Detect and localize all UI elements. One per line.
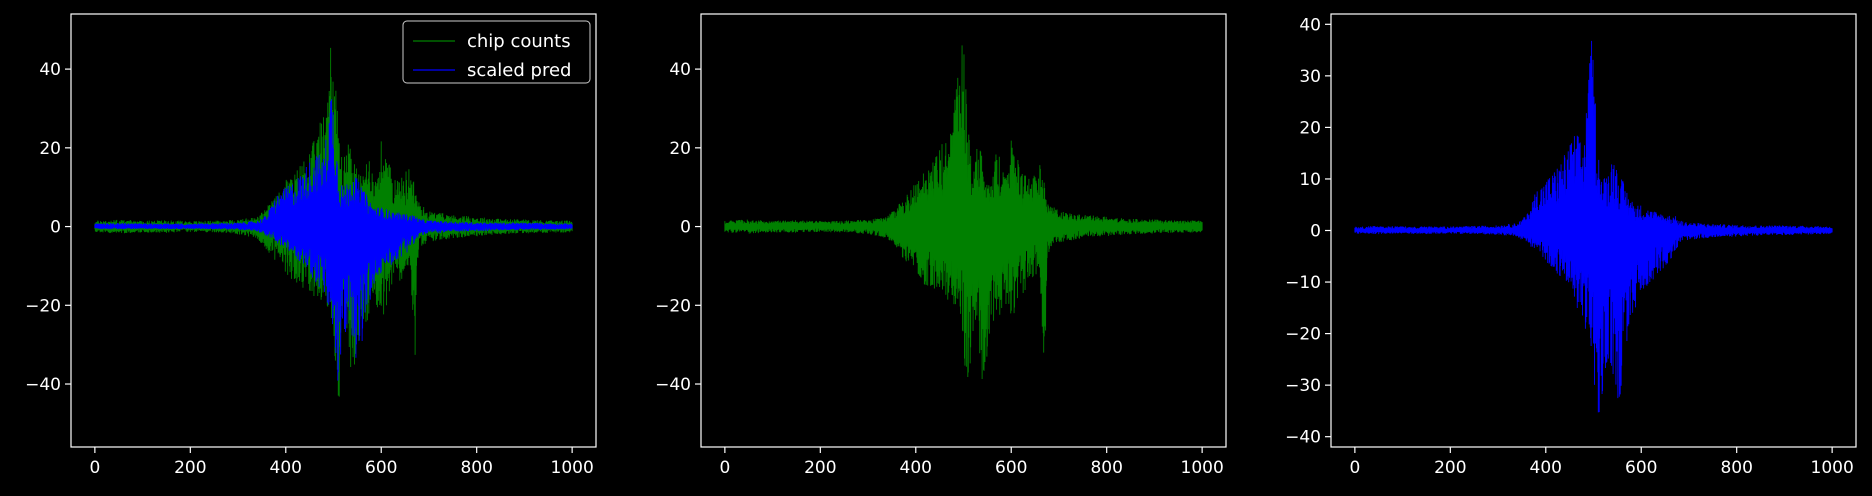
y-tick-label: 0 <box>1310 222 1321 242</box>
x-tick-label: 400 <box>270 458 302 478</box>
x-tick-label: 1000 <box>551 458 594 478</box>
x-tick-label: 600 <box>365 458 397 478</box>
y-tick-label: 40 <box>1299 15 1321 35</box>
y-tick-label: −10 <box>1285 273 1321 293</box>
x-tick-label: 800 <box>1090 458 1122 478</box>
x-tick-label: 1000 <box>1181 458 1224 478</box>
y-tick-label: −20 <box>1285 325 1321 345</box>
y-tick-label: 20 <box>669 139 691 159</box>
y-tick-label: 10 <box>1299 170 1321 190</box>
series-line-scaled-pred <box>94 99 573 381</box>
chart-1: 0 200 400 600 800 1000 −40 −20 0 20 40 chip counts s… <box>25 13 597 478</box>
x-tick-label: 400 <box>900 458 932 478</box>
y-tick-label: 0 <box>50 218 61 238</box>
x-tick-label: 200 <box>1434 458 1466 478</box>
x-tick-label: 400 <box>1530 458 1562 478</box>
series-line-1 <box>724 45 1203 379</box>
y-tick-label: −30 <box>1285 376 1321 396</box>
y-tick-label: 20 <box>1299 118 1321 138</box>
legend-label: chip counts <box>467 31 571 52</box>
y-tick-label: −40 <box>1285 428 1321 448</box>
y-tick-label: −40 <box>25 375 61 395</box>
legend: chip counts scaled pred <box>402 20 591 84</box>
y-tick-label: 40 <box>39 60 61 80</box>
chart-3: 0 200 400 600 800 1000 −40 −30 −20 −10 0 10 20 30 40 <box>1285 13 1857 478</box>
x-tick-label: 800 <box>460 458 492 478</box>
x-tick-label: 0 <box>89 458 100 478</box>
axes-frame <box>700 13 1227 448</box>
y-tick-label: 0 <box>680 218 691 238</box>
y-tick-label: −40 <box>655 375 691 395</box>
x-tick-label: 800 <box>1720 458 1752 478</box>
x-tick-label: 1000 <box>1811 458 1854 478</box>
x-tick-label: 0 <box>1349 458 1360 478</box>
y-tick-label: 20 <box>39 139 61 159</box>
legend-label: scaled pred <box>467 60 571 81</box>
legend-box <box>402 20 591 84</box>
axes-frame <box>70 13 597 448</box>
x-tick-label: 200 <box>174 458 206 478</box>
y-tick-label: 40 <box>669 60 691 80</box>
x-tick-label: 200 <box>804 458 836 478</box>
y-tick-label: −20 <box>25 296 61 316</box>
chart-2: 0 200 400 600 800 1000 −40 −20 0 20 40 <box>655 13 1227 478</box>
x-tick-label: 600 <box>1625 458 1657 478</box>
x-tick-label: 0 <box>719 458 730 478</box>
x-tick-label: 600 <box>995 458 1027 478</box>
series-line-1 <box>1354 40 1833 413</box>
y-tick-label: −20 <box>655 296 691 316</box>
y-tick-label: 30 <box>1299 67 1321 87</box>
